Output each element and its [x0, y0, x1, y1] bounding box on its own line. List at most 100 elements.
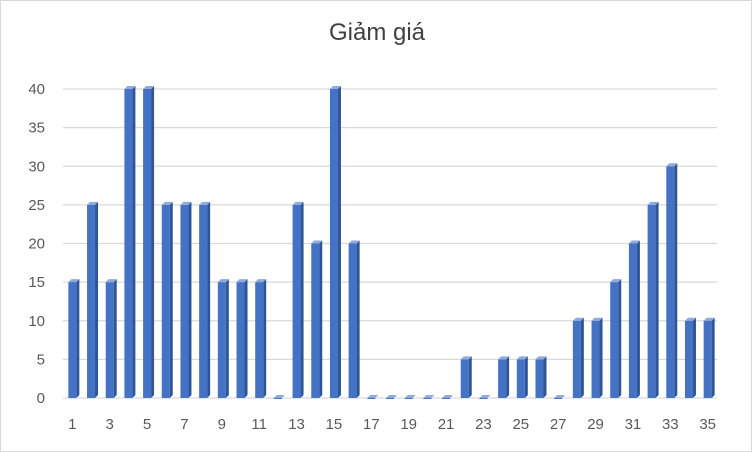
bar [516, 356, 528, 398]
bar-side [580, 317, 584, 398]
bar-top [666, 163, 678, 167]
y-tick-label: 35 [28, 120, 45, 137]
bar [273, 395, 285, 399]
y-tick-label: 5 [37, 351, 45, 368]
bar [292, 201, 304, 398]
bar [498, 356, 510, 398]
bar-front [199, 204, 208, 398]
bar-top [479, 395, 491, 398]
y-tick-label: 0 [37, 390, 45, 407]
y-tick-label: 25 [28, 197, 45, 214]
bar-front [348, 243, 357, 398]
bar-top [273, 395, 285, 398]
bar [87, 201, 99, 398]
bar [143, 86, 155, 398]
bar-top [124, 86, 136, 89]
bar-top [367, 395, 379, 398]
bar-top [329, 86, 341, 89]
bar-front [591, 320, 600, 398]
bar-side [655, 201, 659, 398]
x-tick-label: 19 [400, 416, 417, 433]
bar [423, 395, 435, 399]
bar-top [348, 240, 360, 244]
bar-front [498, 359, 507, 398]
bar-front [105, 282, 114, 398]
bar [591, 317, 603, 398]
bar-top [516, 356, 528, 360]
bar [311, 240, 323, 398]
bar [180, 201, 192, 398]
y-tick-label: 40 [28, 81, 45, 98]
y-tick-label: 30 [28, 158, 45, 175]
y-tick-label: 15 [28, 274, 45, 291]
bar-top [554, 395, 566, 398]
bar-top [236, 279, 248, 283]
bar-top [572, 317, 584, 321]
y-tick-label: 10 [28, 313, 45, 330]
bar-side [506, 356, 510, 398]
bar [404, 395, 416, 399]
bar-front [666, 166, 675, 398]
bar-side [618, 279, 622, 398]
bar-side [263, 279, 267, 398]
bar [535, 356, 547, 398]
bar-top [535, 356, 547, 360]
bar-front [572, 320, 581, 398]
bar-front [124, 89, 133, 398]
bar-side [169, 201, 173, 398]
x-tick-label: 15 [326, 416, 343, 433]
bar-front [684, 320, 693, 398]
bar-front [554, 398, 563, 399]
bar-front [217, 282, 226, 398]
bar [610, 279, 622, 398]
y-tick-label: 20 [28, 236, 45, 253]
bars [68, 86, 715, 399]
bar-top [404, 395, 416, 398]
bar-top [703, 317, 715, 321]
bar [460, 356, 472, 398]
bar-top [255, 279, 267, 283]
bar [236, 279, 248, 398]
bar-front [273, 398, 282, 399]
x-tick-label: 7 [180, 416, 188, 433]
bar-front [367, 398, 376, 399]
bar-side [95, 201, 99, 398]
bar [666, 163, 678, 398]
bar [442, 395, 454, 399]
bar-front [143, 89, 152, 398]
bar-top [423, 395, 435, 398]
bar-front [460, 359, 469, 398]
bar [68, 279, 80, 398]
bar-top [498, 356, 510, 360]
x-tick-label: 35 [699, 416, 716, 433]
bar-top [460, 356, 472, 360]
x-axis-tick-labels: 1 3 5 7 9 11 13 15 17 19 21 23 25 27 29 31 33 35 [68, 416, 716, 433]
x-tick-label: 13 [288, 416, 305, 433]
bar [161, 201, 173, 398]
bar-side [151, 86, 155, 398]
bar-front [535, 359, 544, 398]
x-tick-label: 11 [251, 416, 267, 433]
bar-side [356, 240, 360, 398]
bar-top [217, 279, 229, 283]
bar-side [300, 201, 304, 398]
bar [554, 395, 566, 399]
bar-side [636, 240, 640, 398]
x-tick-label: 17 [363, 416, 380, 433]
x-tick-label: 21 [438, 416, 455, 433]
bar-front [311, 243, 320, 398]
bar [367, 395, 379, 399]
bar-front [423, 398, 432, 399]
bar-top [68, 279, 80, 283]
bar-front [516, 359, 525, 398]
bar-side [244, 279, 248, 398]
x-tick-label: 29 [587, 416, 604, 433]
bar [217, 279, 229, 398]
bar [703, 317, 715, 398]
bar-top [442, 395, 454, 398]
bar-front [236, 282, 245, 398]
x-tick-label: 3 [106, 416, 114, 433]
bar-side [468, 356, 472, 398]
